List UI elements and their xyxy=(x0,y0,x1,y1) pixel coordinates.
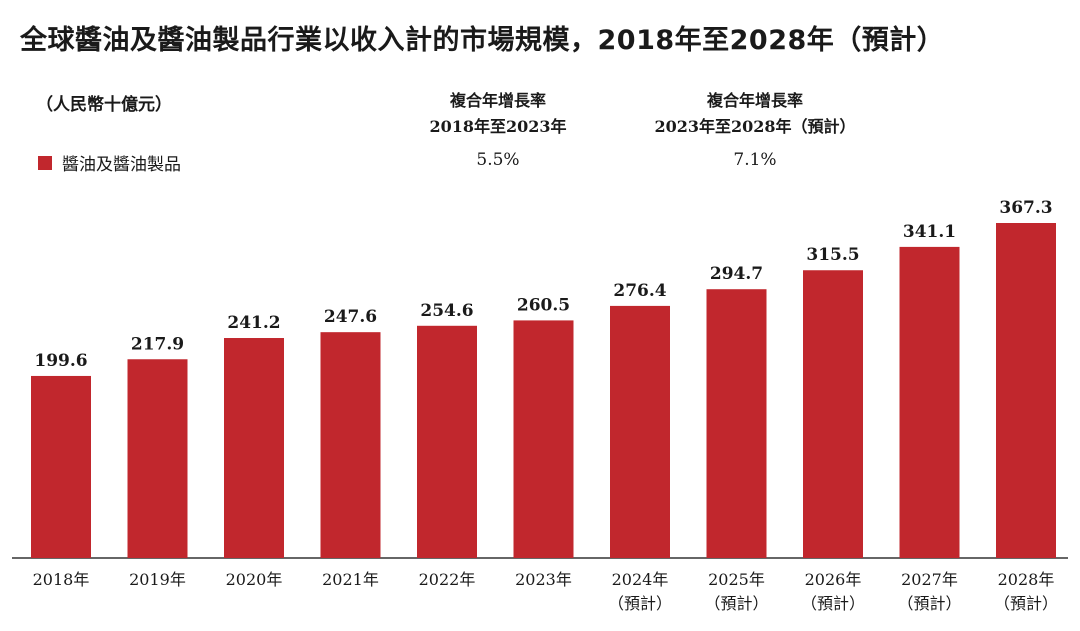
data-label-4: 254.6 xyxy=(420,301,473,321)
cagr-header-line1: 複合年增長率 xyxy=(449,91,546,110)
data-label-5: 260.5 xyxy=(517,295,570,315)
cagr-header-2023-2028: 複合年增長率 2023年至2028年（預計） xyxy=(630,88,880,140)
unit-label: （人民幣十億元） xyxy=(36,95,172,115)
x-tick-forecast-note-10: （預計） xyxy=(994,594,1058,613)
cagr-header-2018-2023: 複合年增長率 2018年至2023年 xyxy=(408,88,588,140)
data-label-6: 276.4 xyxy=(613,281,666,301)
bar-4 xyxy=(417,325,477,558)
bar-6 xyxy=(610,305,670,558)
data-label-8: 315.5 xyxy=(806,245,859,265)
x-tick-label-8: 2026年 xyxy=(805,570,862,589)
bar-2 xyxy=(224,338,284,558)
data-label-2: 241.2 xyxy=(227,313,280,333)
data-label-10: 367.3 xyxy=(999,198,1052,218)
x-tick-forecast-note-7: （預計） xyxy=(704,594,768,613)
chart-title: 全球醬油及醬油製品行業以收入計的市場規模，2018年至2028年（預計） xyxy=(20,25,945,56)
data-label-1: 217.9 xyxy=(131,334,184,354)
bar-9 xyxy=(899,246,960,558)
bar-8 xyxy=(803,270,863,558)
cagr-value-2023-2028: 7.1% xyxy=(733,150,777,170)
x-tick-label-2: 2020年 xyxy=(226,570,283,589)
data-label-9: 341.1 xyxy=(903,222,956,242)
data-label-7: 294.7 xyxy=(710,264,763,284)
bar-5 xyxy=(513,320,574,558)
cagr-value-2018-2023: 5.5% xyxy=(476,150,520,170)
legend-label: 醬油及醬油製品 xyxy=(62,155,181,175)
x-tick-forecast-note-9: （預計） xyxy=(897,594,961,613)
x-tick-label-6: 2024年 xyxy=(612,570,669,589)
x-tick-label-9: 2027年 xyxy=(901,570,958,589)
x-tick-forecast-note-8: （預計） xyxy=(801,594,865,613)
bar-1 xyxy=(127,359,188,558)
x-tick-label-1: 2019年 xyxy=(129,570,186,589)
cagr-header-line2: 2023年至2028年（預計） xyxy=(654,117,856,136)
x-tick-label-4: 2022年 xyxy=(419,570,476,589)
data-label-3: 247.6 xyxy=(324,307,377,327)
cagr-header-line2: 2018年至2023年 xyxy=(429,117,567,136)
legend-swatch xyxy=(38,155,52,170)
bar-0 xyxy=(31,375,91,558)
cagr-header-line1: 複合年增長率 xyxy=(706,91,803,110)
x-tick-label-5: 2023年 xyxy=(515,570,572,589)
x-tick-label-10: 2028年 xyxy=(998,570,1055,589)
x-tick-label-3: 2021年 xyxy=(322,570,379,589)
x-tick-forecast-note-6: （預計） xyxy=(608,594,672,613)
bar-3 xyxy=(320,332,381,558)
data-label-0: 199.6 xyxy=(34,351,87,371)
bar-7 xyxy=(706,289,767,558)
bar-10 xyxy=(996,223,1056,558)
x-tick-label-0: 2018年 xyxy=(33,570,90,589)
legend: 醬油及醬油製品 xyxy=(38,150,181,175)
x-tick-label-7: 2025年 xyxy=(708,570,765,589)
